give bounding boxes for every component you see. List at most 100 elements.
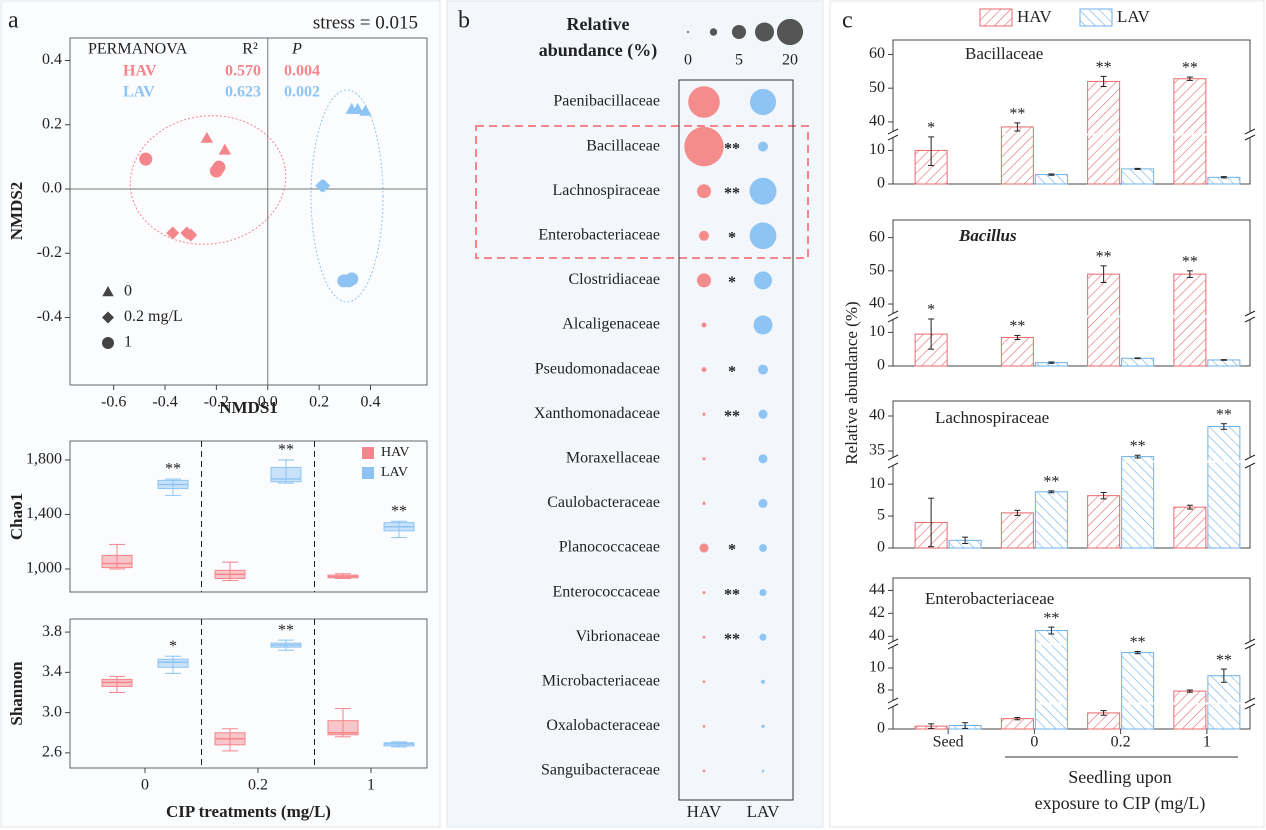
y-tick-label: 0 — [877, 357, 885, 374]
x-tick-label: Seed — [933, 734, 964, 751]
bubble — [757, 364, 769, 375]
axis-break-mark — [1244, 128, 1256, 135]
bar — [1173, 690, 1207, 730]
point — [317, 179, 331, 193]
point — [212, 160, 226, 174]
significance-label: * — [169, 638, 177, 655]
y-tick-label: -0.2 — [37, 244, 62, 261]
y-tick-label: 50 — [869, 79, 885, 96]
size-legend-label: 20 — [782, 52, 798, 69]
bar — [1087, 495, 1121, 549]
axis-break-mark — [887, 638, 899, 645]
bubble — [697, 184, 711, 199]
axis-break-mark — [1244, 643, 1256, 650]
bubble — [757, 141, 769, 152]
highlight-box — [475, 125, 809, 259]
permanova-header: R² — [242, 41, 258, 58]
legend-marker — [102, 286, 114, 297]
confidence-ellipse — [310, 89, 384, 303]
permanova-value: 0.004 — [284, 63, 320, 80]
y-tick-label: 60 — [869, 45, 885, 62]
y-tick-label: 40 — [869, 627, 885, 644]
axis-break-mark — [887, 454, 899, 461]
plot-frame — [69, 618, 428, 769]
chart-title: Bacillaceae — [965, 44, 1043, 63]
box — [101, 554, 133, 569]
bubble — [758, 454, 768, 464]
bubble — [702, 680, 706, 684]
y-tick-label: 3.8 — [42, 623, 62, 640]
bubble — [761, 769, 765, 773]
bubble — [760, 679, 766, 684]
bubble — [753, 271, 773, 290]
axis-break-mark — [1244, 703, 1256, 710]
y-tick-label: 0 — [877, 539, 885, 556]
size-legend-circle — [687, 31, 689, 33]
plot-frame — [892, 39, 1251, 185]
permanova-header: PERMANOVA — [88, 41, 188, 58]
axis-break-mark — [1244, 310, 1256, 317]
point — [200, 131, 214, 143]
axis-break-mark — [887, 316, 899, 323]
y-axis-label: Relative abundance (%) — [842, 301, 861, 464]
bubble — [753, 315, 773, 335]
panel-letter: c — [842, 8, 853, 34]
axis-break-mark — [887, 128, 899, 135]
y-tick-label: 0 — [877, 175, 885, 192]
significance-label: * — [728, 363, 736, 380]
y-tick-label: 0.0 — [42, 180, 62, 197]
category-label: Alcaligenaceae — [562, 316, 660, 333]
box — [270, 466, 302, 483]
bubble — [758, 409, 768, 419]
y-tick-label: 42 — [869, 604, 885, 621]
significance-label: ** — [165, 461, 181, 478]
axis-break-gap — [1247, 642, 1253, 646]
category-label: Bacillaceae — [586, 137, 660, 154]
y-axis-label: NMDS2 — [7, 182, 26, 241]
x-axis-label: Seedling upon — [1068, 767, 1172, 787]
bar — [1121, 456, 1155, 549]
significance-label: * — [728, 274, 736, 291]
legend-swatch — [362, 447, 374, 459]
bar — [1121, 652, 1155, 730]
bubble — [688, 86, 720, 118]
bubble — [702, 591, 706, 595]
legend-label: HAV — [381, 445, 410, 460]
bubble — [684, 126, 724, 167]
x-tick-label: 0.0 — [258, 394, 278, 411]
y-tick-label: 0.2 — [42, 115, 62, 132]
axis-break-mark — [887, 310, 899, 317]
legend-marker — [102, 311, 114, 324]
bubble — [761, 724, 765, 729]
y-tick-label: 40 — [869, 113, 885, 130]
x-tick-label: 0.4 — [360, 394, 380, 411]
size-legend-circle — [731, 24, 747, 40]
size-legend-label: 0 — [684, 52, 692, 69]
bubble — [749, 177, 777, 205]
permanova-value: 0.002 — [284, 84, 320, 101]
y-tick-label: 3.4 — [42, 663, 62, 680]
x-tick-label: -0.6 — [101, 394, 126, 411]
legend-swatch — [362, 467, 374, 479]
box — [157, 658, 189, 668]
y-tick-label: 10 — [869, 475, 885, 492]
axis-break-gap — [890, 701, 896, 706]
permanova-group: HAV — [123, 63, 157, 80]
bar — [1173, 78, 1207, 185]
category-label: Lachnospiraceae — [553, 182, 660, 199]
x-axis-label: NMDS1 — [219, 398, 278, 417]
x-tick-label: 0.2 — [248, 777, 268, 794]
y-tick-label: 10 — [869, 659, 885, 676]
column-label: HAV — [687, 802, 722, 821]
axis-break-gap — [890, 314, 896, 319]
bar — [1121, 168, 1155, 185]
bubble — [702, 501, 706, 506]
y-tick-label: 35 — [869, 442, 885, 459]
significance-label: ** — [278, 622, 294, 639]
y-tick-label: 10 — [869, 323, 885, 340]
significance-label: ** — [1096, 249, 1112, 266]
bar — [1000, 126, 1034, 185]
axis-break-mark — [1244, 454, 1256, 461]
plot-frame — [69, 440, 428, 593]
axis-break-mark — [1244, 697, 1256, 704]
